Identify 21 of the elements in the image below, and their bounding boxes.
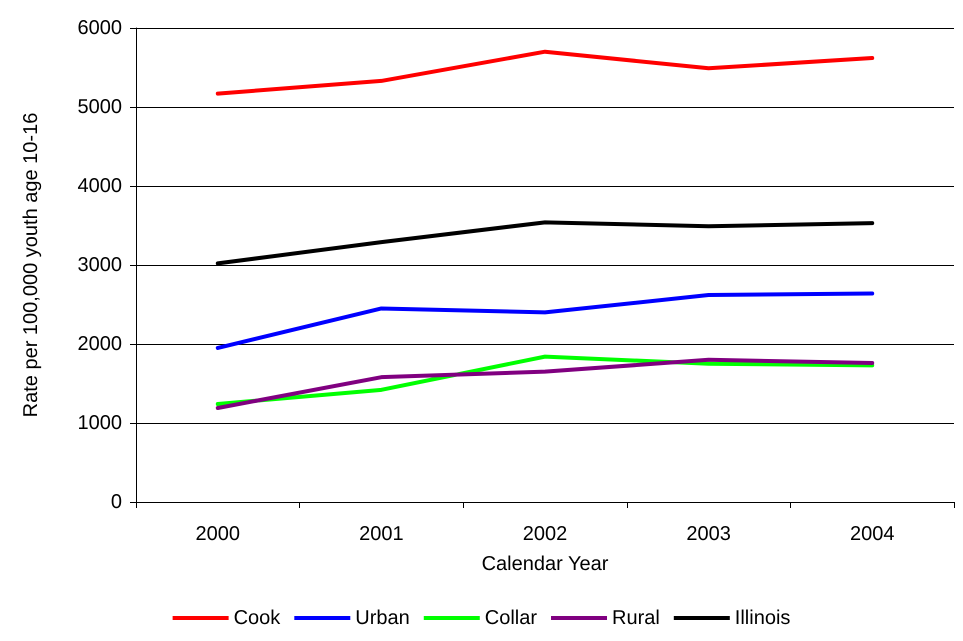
y-tick-label: 5000 [78,96,122,118]
y-tick-label: 4000 [78,175,122,197]
line-series [216,291,874,350]
line-series [216,50,874,96]
y-tick-label: 2000 [78,333,122,355]
legend-label: Collar [484,607,538,629]
x-tick-label: 2001 [359,523,404,545]
y-tick-label: 3000 [78,254,122,276]
legend-label: Cook [234,607,282,629]
y-tick-label: 6000 [78,17,122,39]
legend-label: Illinois [734,607,790,629]
x-tick-label: 2000 [196,523,240,545]
legend-label: Urban [355,607,410,629]
y-axis-title: Rate per 100,000 youth age 10-16 [20,112,42,418]
x-tick-label: 2004 [850,523,894,545]
y-tick-label: 0 [110,491,122,513]
legend-label: Rural [612,607,660,629]
x-tick-label: 2002 [522,523,568,545]
x-axis-title: Calendar Year [482,553,609,575]
x-tick-label: 2003 [686,523,731,545]
y-tick-label: 1000 [78,412,122,434]
